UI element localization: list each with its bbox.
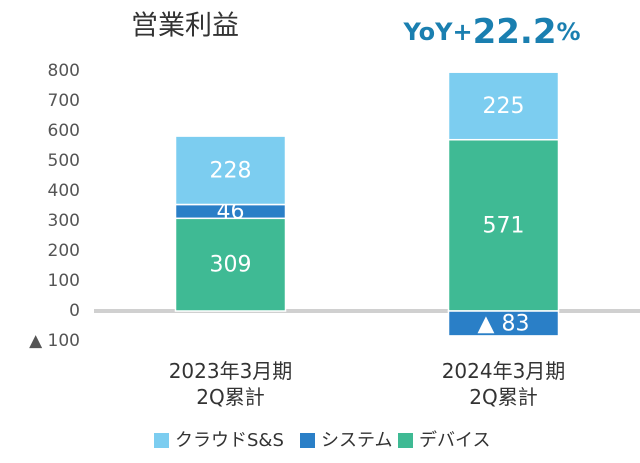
- value-label: 309: [210, 253, 252, 278]
- bar-segment: [174, 135, 287, 206]
- value-label: 571: [483, 213, 525, 238]
- bar-segment: [447, 71, 560, 141]
- value-label: 225: [483, 94, 525, 119]
- legend-label: デバイス: [419, 430, 490, 451]
- annotation-part: 22.2: [473, 12, 557, 52]
- y-tick-label: 500: [48, 151, 80, 171]
- y-tick-label: 600: [48, 121, 80, 141]
- x-tick-label-line: 2023年3月期: [169, 359, 293, 383]
- annotation-part: %: [557, 18, 581, 46]
- value-label: ▲ 83: [478, 311, 530, 336]
- legend-swatch: [300, 433, 315, 448]
- legend-swatch: [398, 433, 413, 448]
- y-tick-label: 400: [48, 181, 80, 201]
- annotation: YoY+22.2%: [402, 12, 580, 52]
- y-tick-label: 100: [48, 271, 80, 291]
- x-tick-label-line: 2024年3月期: [442, 359, 566, 383]
- legend-swatch: [154, 433, 169, 448]
- bar-segment: [174, 217, 287, 312]
- legend-label: システム: [321, 430, 392, 451]
- chart-title: 営業利益: [131, 11, 239, 42]
- annotation-part: YoY+: [402, 18, 472, 46]
- value-label: 228: [210, 158, 252, 183]
- x-tick-label-line: 2Q累計: [469, 385, 537, 409]
- y-tick-label: 0: [69, 301, 80, 321]
- bar-segment: [447, 138, 560, 312]
- x-tick-label: 2024年3月期 2Q累計: [442, 359, 566, 409]
- y-tick-label: ▲ 100: [29, 331, 80, 351]
- y-tick-label: 700: [48, 91, 80, 111]
- x-tick-label-line: 2Q累計: [196, 385, 264, 409]
- y-tick-label: 200: [48, 241, 80, 261]
- x-tick-label: 2023年3月期 2Q累計: [169, 359, 293, 409]
- bar-segment: [447, 310, 560, 337]
- legend-label: クラウドS&S: [175, 430, 284, 451]
- y-tick-label: 300: [48, 211, 80, 231]
- y-tick-label: 800: [48, 61, 80, 81]
